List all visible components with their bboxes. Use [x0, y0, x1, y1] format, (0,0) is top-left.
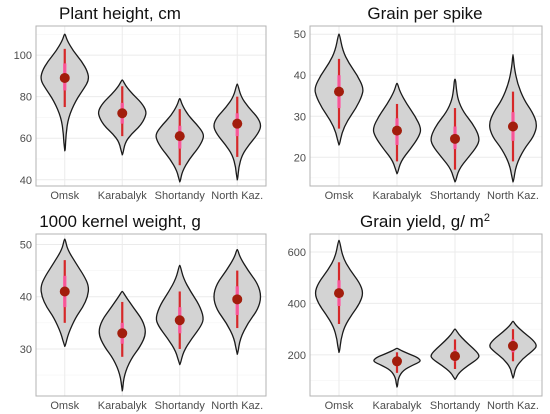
y-tick-label: 50 [294, 29, 306, 41]
chart-title: Grain per spike [367, 4, 482, 23]
panel-grain-per-spike: Grain per spike 20 30 40 50 Omsk Karabalyk Shor… [294, 4, 543, 202]
y-tick-label: 60 [20, 133, 32, 145]
x-tick-label: Omsk [50, 400, 79, 412]
x-tick-label: Karabalyk [373, 190, 422, 202]
chart-title: 1000 kernel weight, g [39, 212, 201, 231]
chart-title-text: Grain per spike [367, 4, 482, 23]
chart-title-text: 1000 kernel weight, g [39, 212, 201, 231]
y-tick-label: 80 [20, 92, 32, 104]
y-tick-label: 30 [294, 111, 306, 123]
panel-border [309, 233, 543, 397]
panel-border [35, 25, 267, 187]
median-point [232, 118, 243, 129]
chart-title-superscript: 2 [484, 212, 490, 224]
y-tick-label: 100 [14, 50, 32, 62]
median-point [334, 86, 344, 97]
x-tick-label: Omsk [325, 400, 354, 412]
x-tick-label: Karabalyk [373, 400, 422, 412]
x-tick-label: Omsk [50, 190, 79, 202]
chart-title-text: Plant height, cm [59, 4, 181, 23]
panel-plant-height: Plant height, cm 40 60 80 100 Omsk Karabalyk Sh… [14, 4, 267, 202]
median-point [334, 288, 344, 299]
panel-border [309, 25, 543, 187]
panel-border [35, 233, 267, 397]
chart-title: Grain yield, g/ m2 [360, 212, 490, 231]
x-tick-label: Karabalyk [98, 400, 147, 412]
x-tick-label: North Kaz. [487, 400, 539, 412]
median-point [174, 131, 185, 142]
median-point [450, 351, 460, 362]
median-point [117, 328, 128, 339]
chart-title-text: Grain yield, g/ m [360, 212, 484, 231]
x-tick-label: Shortandy [430, 400, 481, 412]
y-tick-label: 40 [294, 70, 306, 82]
x-tick-label: Karabalyk [98, 190, 147, 202]
x-tick-label: Shortandy [155, 400, 206, 412]
x-tick-label: North Kaz. [211, 190, 263, 202]
median-point [232, 294, 243, 305]
x-tick-label: Shortandy [430, 190, 481, 202]
median-point [174, 315, 185, 326]
panel-grain-yield: Grain yield, g/ m2 200 400 600 Omsk Karabalyk… [288, 212, 543, 412]
y-tick-label: 40 [20, 175, 32, 187]
median-point [450, 133, 460, 144]
y-tick-label: 200 [288, 350, 306, 362]
x-tick-label: Omsk [325, 190, 354, 202]
x-tick-label: North Kaz. [211, 400, 263, 412]
median-point [59, 286, 70, 297]
median-point [508, 340, 518, 351]
median-point [117, 108, 128, 119]
median-point [392, 125, 402, 136]
x-tick-label: North Kaz. [487, 190, 539, 202]
y-tick-label: 40 [20, 292, 32, 304]
median-point [59, 72, 70, 83]
y-tick-label: 50 [20, 239, 32, 251]
y-tick-label: 30 [20, 344, 32, 356]
y-tick-label: 600 [288, 247, 306, 259]
y-tick-label: 20 [294, 152, 306, 164]
x-tick-label: Shortandy [155, 190, 206, 202]
chart-title: Plant height, cm [59, 4, 181, 23]
median-point [392, 356, 402, 367]
y-tick-label: 400 [288, 298, 306, 310]
panel-kernel-weight: 1000 kernel weight, g 30 40 50 Omsk Karabalyk… [20, 212, 267, 412]
median-point [508, 121, 518, 132]
